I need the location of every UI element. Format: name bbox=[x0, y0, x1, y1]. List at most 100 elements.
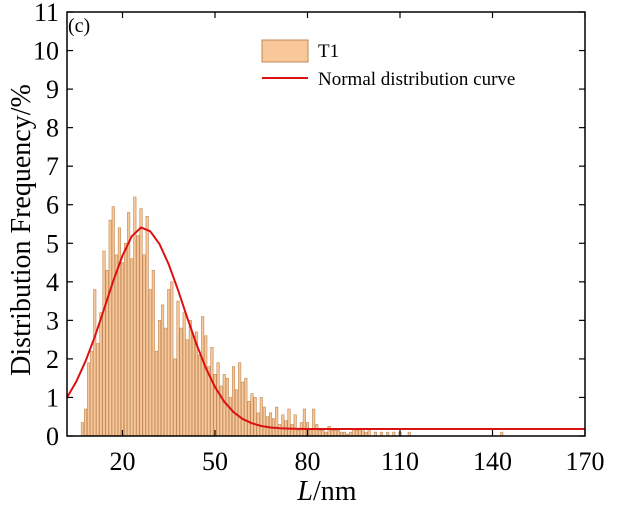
y-tick-label: 10 bbox=[33, 37, 59, 66]
plot-frame bbox=[66, 11, 586, 437]
normal-distribution-curve bbox=[66, 226, 585, 431]
bar bbox=[336, 429, 340, 437]
bar bbox=[312, 408, 316, 437]
x-tick-label: 20 bbox=[110, 447, 136, 476]
bar bbox=[250, 393, 254, 437]
y-tick-label: 3 bbox=[46, 306, 59, 335]
bar bbox=[198, 354, 202, 437]
axes-layer bbox=[66, 11, 586, 437]
x-axis-title-variable: L bbox=[296, 476, 313, 507]
bar bbox=[222, 374, 226, 437]
bar bbox=[102, 250, 106, 437]
bar bbox=[244, 377, 248, 437]
y-tick-label: 9 bbox=[46, 75, 59, 104]
bars-layer bbox=[80, 196, 504, 437]
x-axis-title: L/nm bbox=[296, 476, 356, 507]
y-tick-label: 6 bbox=[46, 191, 59, 220]
bar bbox=[278, 424, 282, 437]
y-tick-label: 5 bbox=[46, 229, 59, 258]
bar bbox=[201, 316, 205, 437]
bar bbox=[136, 235, 140, 437]
bar bbox=[293, 414, 297, 437]
bar bbox=[241, 381, 245, 437]
x-tick-label: 80 bbox=[295, 447, 321, 476]
bar bbox=[154, 350, 158, 437]
bar bbox=[139, 208, 143, 437]
bar bbox=[259, 397, 263, 437]
y-tick-label: 7 bbox=[46, 152, 59, 181]
bar bbox=[185, 339, 189, 437]
bar bbox=[142, 254, 146, 437]
legend-bar-label: T1 bbox=[318, 41, 339, 62]
bar bbox=[182, 312, 186, 437]
y-tick-label: 11 bbox=[34, 0, 59, 27]
ticks-layer: 0 1 2 3 4 5 6 7 8 9 10 11 20 50 80 110 140 170 bbox=[33, 0, 605, 476]
bar bbox=[287, 408, 291, 437]
panel-label: (c) bbox=[68, 15, 90, 37]
bar bbox=[238, 362, 242, 437]
bar bbox=[96, 343, 100, 437]
bar bbox=[164, 327, 168, 437]
bar bbox=[327, 426, 331, 437]
bar bbox=[148, 289, 152, 437]
bar bbox=[355, 429, 359, 437]
bar bbox=[290, 424, 294, 437]
bar bbox=[204, 335, 208, 437]
curve-layer bbox=[66, 226, 585, 431]
bar bbox=[114, 254, 118, 437]
bar bbox=[188, 320, 192, 437]
bar bbox=[210, 347, 214, 437]
bar bbox=[111, 206, 115, 437]
bar bbox=[268, 412, 273, 437]
bar bbox=[216, 362, 220, 437]
bar bbox=[321, 429, 325, 437]
bar bbox=[145, 215, 149, 437]
y-axis-title: Distribution Frequency/% bbox=[6, 84, 37, 376]
bar bbox=[330, 429, 334, 437]
y-tick-label: 4 bbox=[46, 268, 59, 297]
bar bbox=[83, 408, 88, 437]
bar bbox=[247, 401, 251, 437]
bar bbox=[157, 320, 162, 437]
bar bbox=[318, 429, 322, 437]
bar bbox=[191, 335, 195, 437]
bar bbox=[281, 414, 285, 437]
bar bbox=[90, 350, 94, 437]
bar bbox=[161, 304, 165, 437]
x-tick-label: 110 bbox=[381, 447, 419, 476]
bar bbox=[99, 312, 103, 437]
y-tick-label: 0 bbox=[46, 422, 59, 451]
bar bbox=[151, 269, 155, 437]
bar bbox=[296, 429, 300, 437]
bar bbox=[130, 258, 134, 437]
bar bbox=[275, 406, 279, 437]
bar bbox=[167, 289, 171, 437]
y-tick-label: 8 bbox=[46, 114, 59, 143]
bar bbox=[231, 366, 236, 437]
bar bbox=[120, 262, 125, 437]
bar bbox=[87, 362, 91, 437]
bar bbox=[315, 424, 319, 437]
bar bbox=[302, 408, 306, 437]
legend-curve-label: Normal distribution curve bbox=[318, 69, 515, 90]
bar bbox=[108, 219, 112, 437]
bar bbox=[262, 406, 266, 437]
bar bbox=[333, 429, 337, 437]
bar bbox=[173, 358, 177, 437]
bar bbox=[253, 397, 257, 437]
x-tick-label: 140 bbox=[473, 447, 512, 476]
bar bbox=[80, 422, 84, 437]
legend-bar-swatch bbox=[261, 39, 309, 63]
bar bbox=[219, 385, 223, 437]
bar bbox=[170, 281, 174, 437]
y-tick-label: 2 bbox=[46, 345, 59, 374]
y-tick-label: 1 bbox=[46, 383, 59, 412]
bar bbox=[93, 289, 97, 437]
bar bbox=[176, 300, 180, 437]
x-tick-label: 170 bbox=[566, 447, 605, 476]
bar bbox=[179, 327, 183, 437]
bar bbox=[124, 242, 128, 437]
x-tick-label: 50 bbox=[202, 447, 228, 476]
legend: T1 Normal distribution curve bbox=[261, 39, 515, 90]
